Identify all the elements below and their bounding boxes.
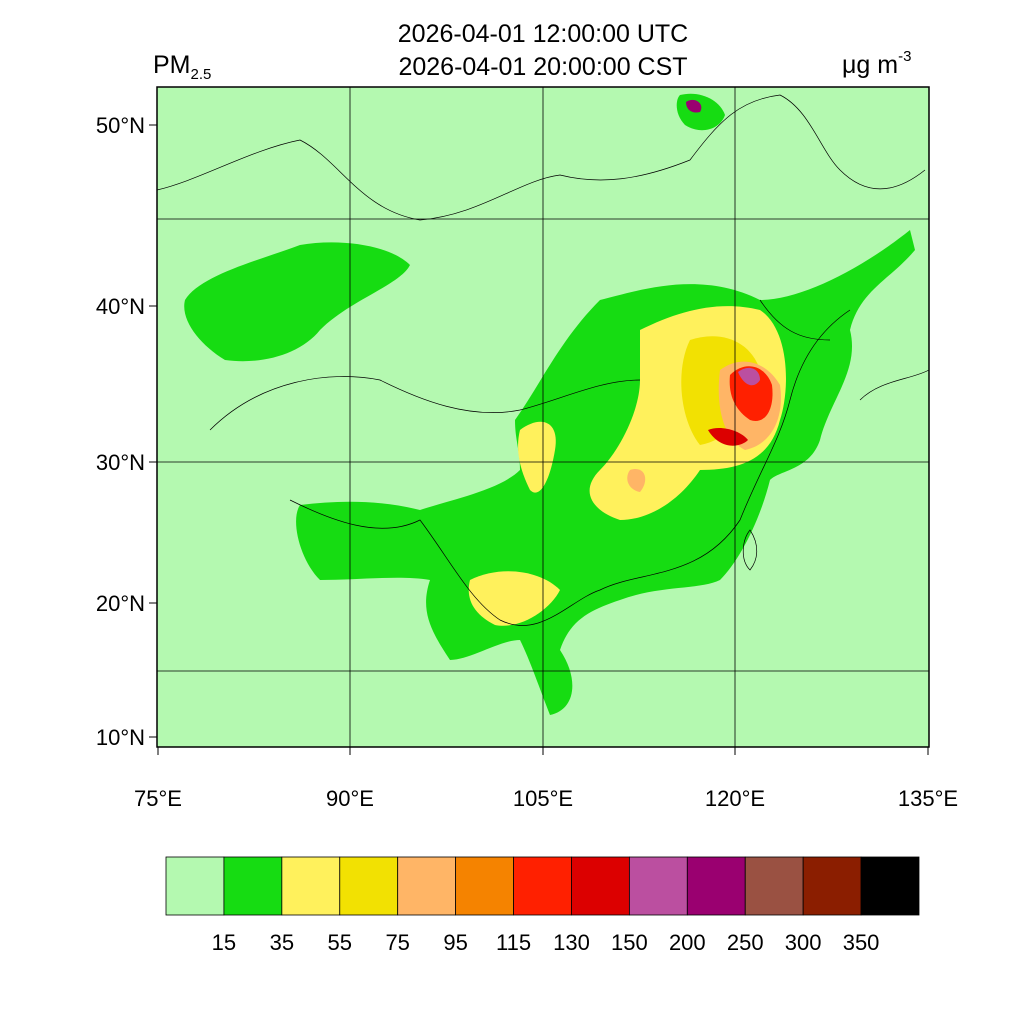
pm-field: [184, 93, 915, 715]
colorbar-box: [397, 856, 457, 916]
colorbar-label: 130: [553, 930, 590, 955]
colorbar-label: 150: [611, 930, 648, 955]
colorbar-box: [455, 856, 514, 916]
lon-tick-label: 135°E: [898, 786, 958, 811]
colorbar-box: [744, 856, 804, 916]
lon-tick-label: 75°E: [134, 786, 182, 811]
colorbar-box: [339, 856, 399, 916]
colorbar-box: [802, 856, 862, 916]
colorbar-label: 350: [843, 930, 880, 955]
colorbar-label: 55: [328, 930, 352, 955]
variable-name: PM2.5: [153, 51, 211, 83]
colorbar-box: [513, 856, 572, 916]
map: [156, 86, 930, 748]
lat-tick-label: 10°N: [96, 725, 145, 750]
colorbar-label: 35: [270, 930, 294, 955]
lat-tick-label: 40°N: [96, 294, 145, 319]
lat-tick-label: 50°N: [96, 113, 145, 138]
axis-ticks: 50°N 40°N 30°N 20°N 10°N 75°E 90°E 105°E 120°E 13…: [96, 113, 958, 811]
variable-subscript: 2.5: [191, 66, 212, 83]
colorbar-label: 200: [669, 930, 706, 955]
title-line: 2026-04-01 12:00:00 UTC: [398, 20, 688, 48]
colorbar-label: 15: [212, 930, 236, 955]
variable-base: PM: [153, 51, 191, 79]
colorbar-label: 300: [785, 930, 822, 955]
colorbar-box: [686, 856, 746, 916]
colorbar-box: [165, 856, 225, 916]
colorbar-label: 95: [443, 930, 467, 955]
graticule: [157, 87, 929, 747]
lon-tick-label: 90°E: [326, 786, 374, 811]
lon-tick-label: 120°E: [705, 786, 765, 811]
lat-tick-label: 20°N: [96, 591, 145, 616]
colorbar-box: [571, 856, 630, 916]
colorbar-box: [223, 856, 283, 916]
borders: [157, 94, 929, 626]
lon-tick-label: 105°E: [513, 786, 573, 811]
title-line: 2026-04-01 20:00:00 CST: [398, 53, 687, 81]
units: μg m-3: [842, 48, 911, 79]
units-base: μg m: [842, 51, 898, 79]
colorbar-box: [628, 856, 688, 916]
lat-tick-label: 30°N: [96, 450, 145, 475]
colorbar: 15 35 55 75 95 115 130 150 200 250 300 350: [165, 856, 920, 955]
colorbar-box: [860, 856, 920, 916]
colorbar-label: 115: [496, 930, 531, 955]
units-superscript: -3: [898, 48, 911, 65]
colorbar-label: 75: [385, 930, 409, 955]
colorbar-label: 250: [727, 930, 764, 955]
colorbar-box: [281, 856, 341, 916]
